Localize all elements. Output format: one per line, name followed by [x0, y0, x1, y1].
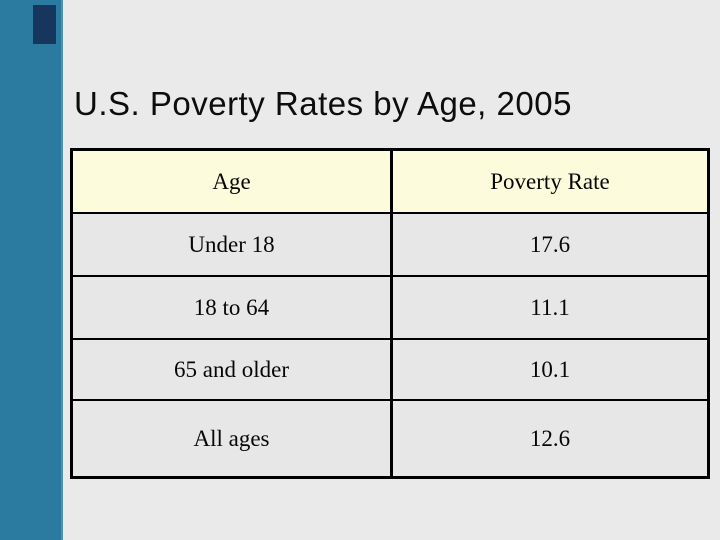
poverty-rates-table: Age Poverty Rate Under 18 17.6 18 to 64 … [70, 148, 710, 479]
table-row-all-ages: All ages 12.6 [73, 399, 707, 476]
cell-age: 18 to 64 [193, 294, 270, 320]
cell-poverty-rate: 11.1 [390, 277, 707, 338]
cell-age: 65 and older [174, 356, 289, 382]
table-header-row: Age Poverty Rate [73, 151, 707, 212]
cell-poverty-rate: 17.6 [390, 214, 707, 275]
column-header-poverty-rate: Poverty Rate [390, 151, 707, 212]
accent-rectangle [33, 5, 56, 44]
cell-poverty-rate: 10.1 [390, 340, 707, 399]
slide-title: U.S. Poverty Rates by Age, 2005 [74, 85, 572, 122]
sidebar-accent-bar [0, 0, 63, 540]
column-header-age: Age [212, 168, 251, 194]
table-row-18-to-64: 18 to 64 11.1 [73, 275, 707, 338]
table-row-65-and-older: 65 and older 10.1 [73, 338, 707, 399]
cell-age: Under 18 [188, 231, 275, 257]
table-row-under-18: Under 18 17.6 [73, 212, 707, 275]
cell-age: All ages [193, 425, 270, 451]
cell-poverty-rate: 12.6 [390, 401, 707, 476]
